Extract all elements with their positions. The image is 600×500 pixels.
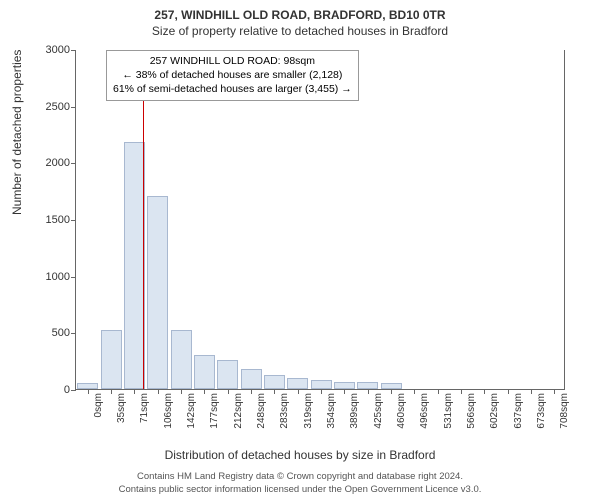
x-tick-label: 425sqm [373, 393, 384, 429]
x-tick-label: 566sqm [466, 393, 477, 429]
x-tick-label: 0sqm [93, 393, 104, 417]
annotation-line: ← 38% of detached houses are smaller (2,… [113, 68, 352, 82]
histogram-bar [241, 369, 262, 389]
x-tick-label: 106sqm [163, 393, 174, 429]
page-title: 257, WINDHILL OLD ROAD, BRADFORD, BD10 0… [0, 0, 600, 22]
histogram-bar [357, 382, 378, 389]
histogram-bar [101, 330, 122, 389]
histogram-bar [147, 196, 168, 389]
x-tick-label: 212sqm [233, 393, 244, 429]
y-axis-label: Number of detached properties [10, 50, 24, 215]
x-tick-label: 71sqm [139, 393, 150, 423]
x-tick-label: 177sqm [209, 393, 220, 429]
property-marker-line [143, 50, 144, 389]
x-tick-label: 319sqm [303, 393, 314, 429]
x-tick-label: 460sqm [396, 393, 407, 429]
x-tick-label: 637sqm [513, 393, 524, 429]
attribution: Contains HM Land Registry data © Crown c… [0, 471, 600, 496]
histogram-bar [217, 360, 238, 389]
histogram-bar [171, 330, 192, 389]
annotation-box: 257 WINDHILL OLD ROAD: 98sqm ← 38% of de… [106, 50, 359, 101]
x-tick-label: 35sqm [116, 393, 127, 423]
attribution-line: Contains HM Land Registry data © Crown c… [0, 471, 600, 483]
histogram-bar [311, 380, 332, 389]
x-tick-label: 496sqm [419, 393, 430, 429]
annotation-line: 257 WINDHILL OLD ROAD: 98sqm [113, 54, 352, 68]
x-tick-label: 142sqm [186, 393, 197, 429]
x-axis-label: Distribution of detached houses by size … [0, 448, 600, 462]
histogram-bar [334, 382, 355, 389]
x-tick-label: 354sqm [326, 393, 337, 429]
x-tick-label: 389sqm [349, 393, 360, 429]
histogram-bar [264, 375, 285, 389]
x-tick-label: 602sqm [489, 393, 500, 429]
histogram-bar [77, 383, 98, 389]
x-tick-label: 708sqm [559, 393, 570, 429]
x-tick-label: 248sqm [256, 393, 267, 429]
histogram-bar [287, 378, 308, 389]
histogram-bar [194, 355, 215, 389]
histogram-chart: 0500100015002000250030000sqm35sqm71sqm10… [75, 50, 565, 390]
x-tick-label: 673sqm [536, 393, 547, 429]
histogram-bar [381, 383, 402, 389]
attribution-line: Contains public sector information licen… [0, 484, 600, 496]
annotation-line: 61% of semi-detached houses are larger (… [113, 82, 352, 96]
x-tick-label: 283sqm [279, 393, 290, 429]
x-tick-label: 531sqm [443, 393, 454, 429]
page-subtitle: Size of property relative to detached ho… [0, 22, 600, 38]
